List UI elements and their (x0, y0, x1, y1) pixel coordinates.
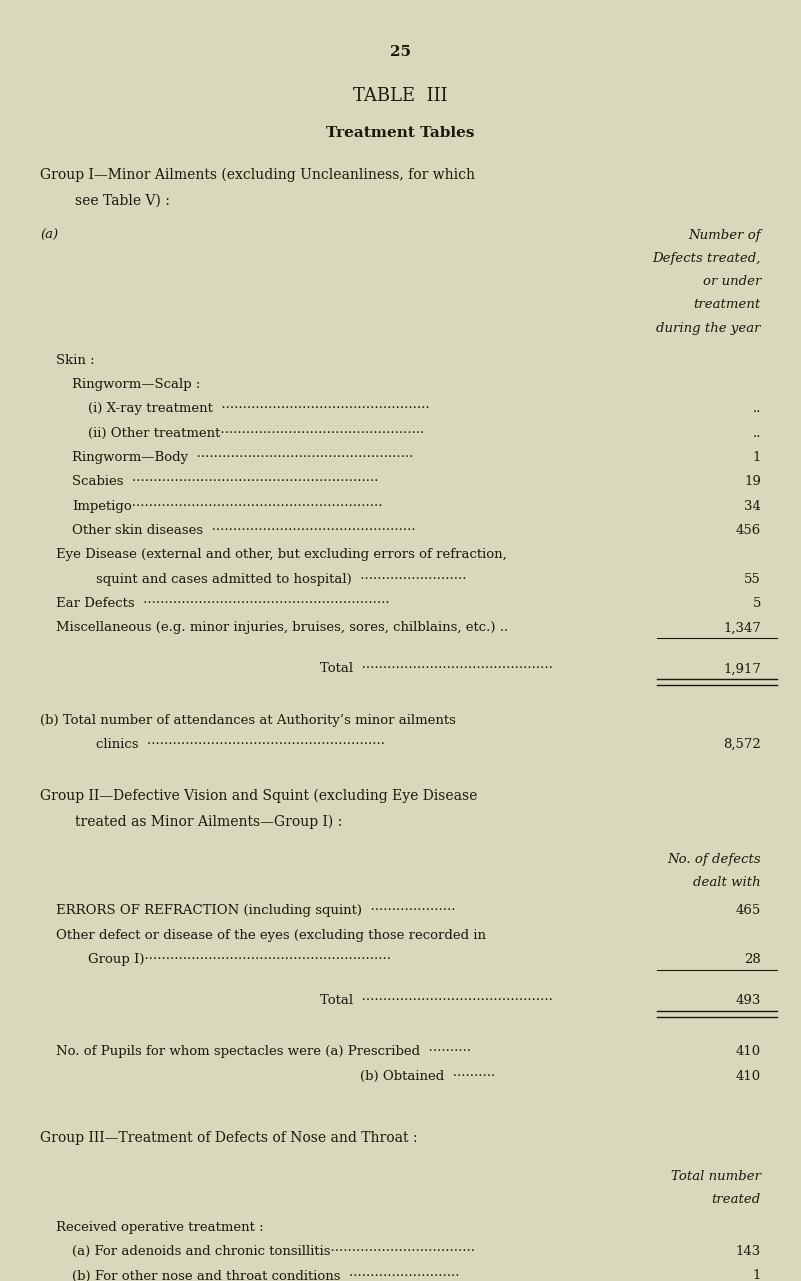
Text: 1: 1 (753, 451, 761, 464)
Text: (ii) Other treatment················································: (ii) Other treatment····················… (88, 427, 425, 439)
Text: Total  ·············································: Total ··································… (320, 994, 553, 1007)
Text: Other skin diseases  ················································: Other skin diseases ····················… (72, 524, 416, 537)
Text: Number of: Number of (688, 229, 761, 242)
Text: 28: 28 (744, 953, 761, 966)
Text: 55: 55 (744, 573, 761, 585)
Text: 1,917: 1,917 (723, 662, 761, 675)
Text: dealt with: dealt with (694, 876, 761, 889)
Text: Treatment Tables: Treatment Tables (326, 126, 475, 140)
Text: Impetigo···························································: Impetigo································… (72, 500, 383, 512)
Text: 25: 25 (390, 45, 411, 59)
Text: No. of defects: No. of defects (667, 853, 761, 866)
Text: or under: or under (702, 275, 761, 288)
Text: 19: 19 (744, 475, 761, 488)
Text: clinics  ························································: clinics ································… (96, 738, 385, 751)
Text: Group I)··························································: Group I)································… (88, 953, 391, 966)
Text: treated: treated (712, 1193, 761, 1205)
Text: (a): (a) (40, 229, 58, 242)
Text: Other defect or disease of the eyes (excluding those recorded in: Other defect or disease of the eyes (exc… (56, 929, 486, 942)
Text: Skin :: Skin : (56, 354, 95, 366)
Text: Defects treated,: Defects treated, (653, 252, 761, 265)
Text: TABLE  III: TABLE III (353, 87, 448, 105)
Text: Group III—Treatment of Defects of Nose and Throat :: Group III—Treatment of Defects of Nose a… (40, 1131, 417, 1145)
Text: ERRORS OF REFRACTION (including squint)  ····················: ERRORS OF REFRACTION (including squint) … (56, 904, 456, 917)
Text: 8,572: 8,572 (723, 738, 761, 751)
Text: (i) X-ray treatment  ·················································: (i) X-ray treatment ····················… (88, 402, 429, 415)
Text: see Table V) :: see Table V) : (40, 193, 170, 208)
Text: Scabies  ··························································: Scabies ································… (72, 475, 379, 488)
Text: Miscellaneous (e.g. minor injuries, bruises, sores, chilblains, etc.) ..: Miscellaneous (e.g. minor injuries, brui… (56, 621, 509, 634)
Text: 143: 143 (735, 1245, 761, 1258)
Text: 410: 410 (736, 1045, 761, 1058)
Text: 465: 465 (735, 904, 761, 917)
Text: 1: 1 (753, 1269, 761, 1281)
Text: 456: 456 (735, 524, 761, 537)
Text: squint and cases admitted to hospital)  ·························: squint and cases admitted to hospital) ·… (96, 573, 467, 585)
Text: 493: 493 (735, 994, 761, 1007)
Text: Eye Disease (external and other, but excluding errors of refraction,: Eye Disease (external and other, but exc… (56, 548, 507, 561)
Text: 5: 5 (753, 597, 761, 610)
Text: Ringworm—Scalp :: Ringworm—Scalp : (72, 378, 200, 391)
Text: (b) For other nose and throat conditions  ··························: (b) For other nose and throat conditions… (72, 1269, 460, 1281)
Text: Total  ·············································: Total ··································… (320, 662, 553, 675)
Text: (a) For adenoids and chronic tonsillitis··································: (a) For adenoids and chronic tonsillitis… (72, 1245, 475, 1258)
Text: Total number: Total number (671, 1170, 761, 1182)
Text: during the year: during the year (657, 322, 761, 334)
Text: (b) Obtained  ··········: (b) Obtained ·········· (360, 1070, 496, 1082)
Text: ..: .. (752, 427, 761, 439)
Text: 34: 34 (744, 500, 761, 512)
Text: Group I—Minor Ailments (excluding Uncleanliness, for which: Group I—Minor Ailments (excluding Unclea… (40, 168, 475, 182)
Text: Group II—Defective Vision and Squint (excluding Eye Disease: Group II—Defective Vision and Squint (ex… (40, 789, 477, 803)
Text: (b) Total number of attendances at Authority’s minor ailments: (b) Total number of attendances at Autho… (40, 714, 456, 726)
Text: Ringworm—Body  ···················································: Ringworm—Body ··························… (72, 451, 413, 464)
Text: ..: .. (752, 402, 761, 415)
Text: 410: 410 (736, 1070, 761, 1082)
Text: treatment: treatment (694, 298, 761, 311)
Text: Received operative treatment :: Received operative treatment : (56, 1221, 264, 1234)
Text: Ear Defects  ··························································: Ear Defects ····························… (56, 597, 390, 610)
Text: treated as Minor Ailments—Group I) :: treated as Minor Ailments—Group I) : (40, 815, 342, 829)
Text: 1,347: 1,347 (723, 621, 761, 634)
Text: No. of Pupils for whom spectacles were (a) Prescribed  ··········: No. of Pupils for whom spectacles were (… (56, 1045, 471, 1058)
